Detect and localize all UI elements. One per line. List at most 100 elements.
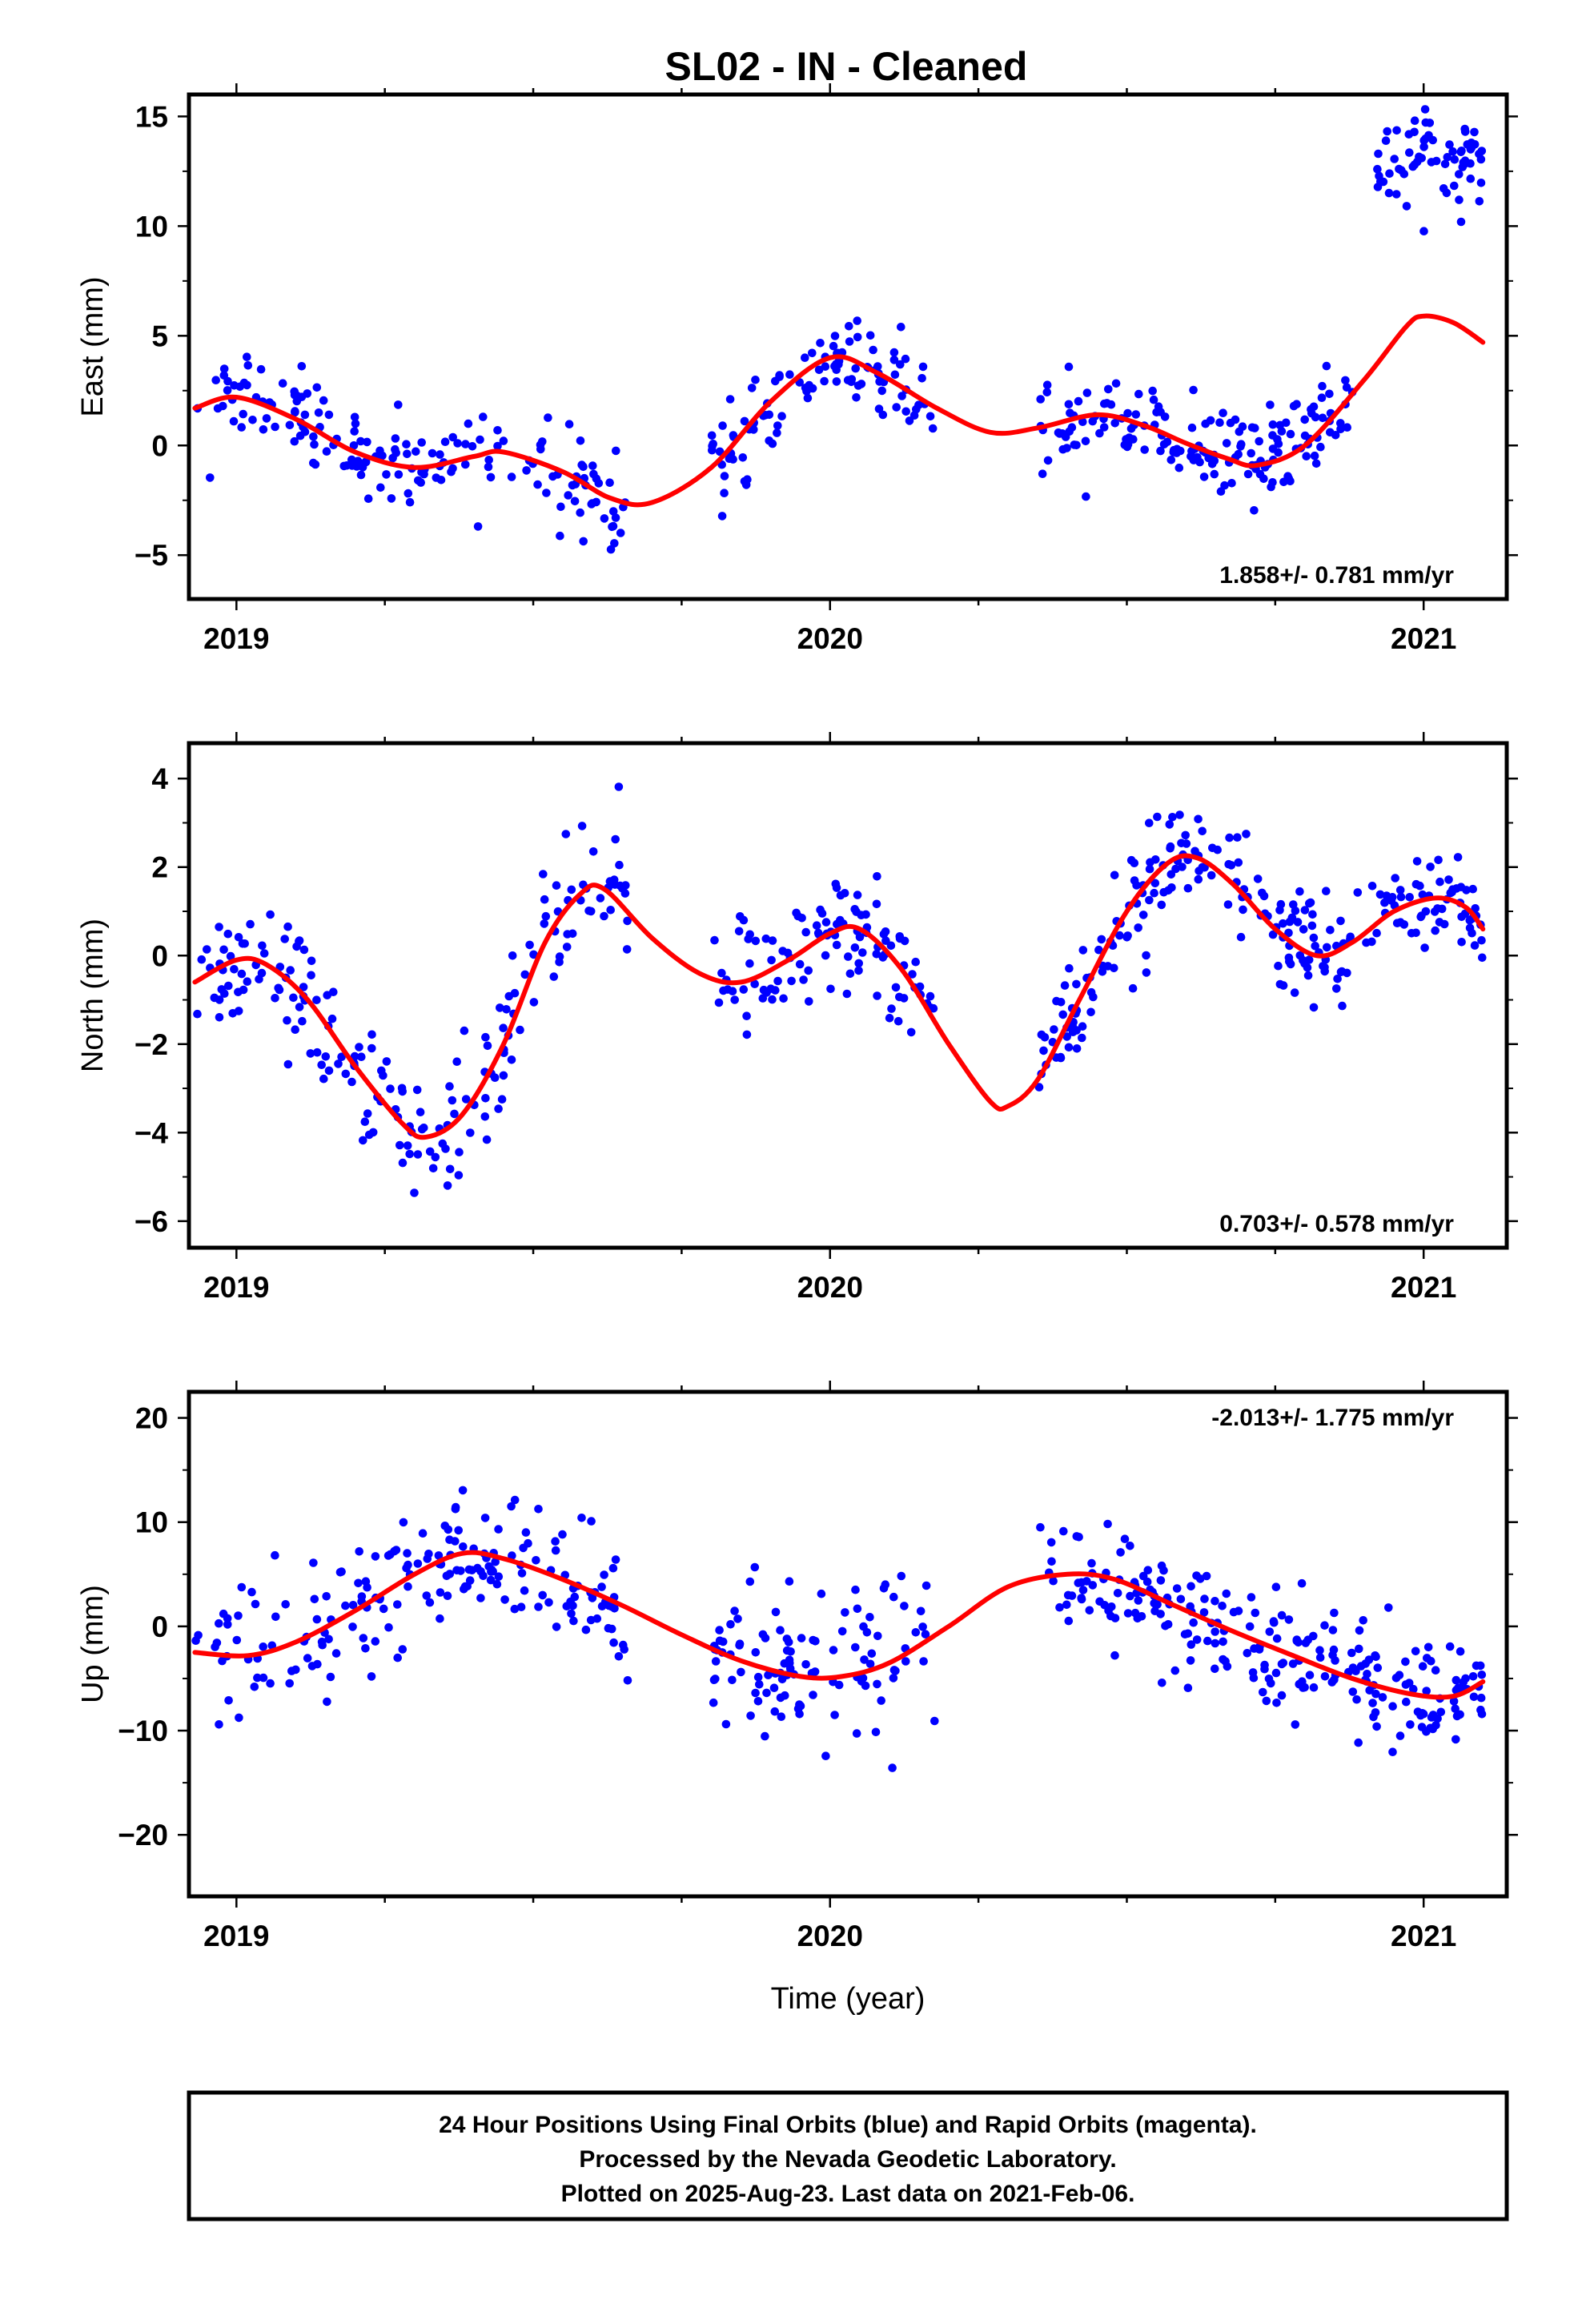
data-point [853, 316, 861, 325]
data-point [758, 1630, 768, 1639]
y-axis-title: North (mm) [76, 919, 110, 1072]
data-point [881, 936, 890, 945]
data-point [461, 440, 470, 448]
data-point [755, 1680, 764, 1689]
data-point [600, 514, 609, 523]
data-point [708, 445, 717, 455]
data-point [577, 822, 587, 830]
data-point [219, 401, 227, 411]
data-point [1274, 961, 1283, 971]
data-point [897, 323, 905, 332]
data-point [1126, 1542, 1134, 1550]
data-point [1408, 162, 1418, 171]
data-point [354, 1578, 363, 1588]
data-point [461, 1095, 471, 1104]
data-point [850, 943, 860, 952]
data-point [508, 1551, 516, 1560]
data-point [1077, 1594, 1086, 1602]
data-point [777, 412, 786, 420]
data-point [484, 462, 493, 472]
data-point [844, 952, 853, 961]
data-point [577, 1514, 586, 1522]
data-point [223, 376, 232, 386]
data-point [310, 440, 319, 449]
data-point [1227, 479, 1236, 488]
data-point [307, 956, 316, 966]
data-point [1150, 879, 1160, 888]
data-point [404, 1560, 412, 1570]
data-point [367, 1672, 376, 1681]
data-point [211, 376, 221, 385]
data-point [1427, 158, 1436, 167]
data-point [873, 1631, 882, 1641]
data-point [1174, 463, 1184, 472]
data-point [445, 1535, 454, 1544]
data-point [1317, 393, 1327, 403]
chart-panel-2: 2019 2020 2021 4 2 0 −2 −4 −6 North (mm) 0.703+/- … [76, 732, 1518, 1304]
data-point [516, 1602, 526, 1611]
data-point [398, 1158, 408, 1168]
data-point [1308, 910, 1317, 919]
data-point [1160, 412, 1170, 421]
data-point [234, 1611, 243, 1620]
data-point [215, 1013, 224, 1022]
data-point [494, 1572, 504, 1581]
data-point [592, 474, 601, 484]
data-point [1181, 830, 1190, 840]
data-point [1186, 1656, 1195, 1665]
data-point [1234, 858, 1243, 867]
data-point [1272, 1699, 1281, 1707]
data-point [386, 1550, 395, 1559]
data-point [809, 1635, 817, 1645]
data-point [1157, 900, 1166, 910]
data-point [1303, 971, 1313, 980]
data-point [271, 422, 279, 432]
data-point [1361, 1659, 1370, 1668]
data-point [1218, 1602, 1227, 1610]
data-point [1322, 361, 1331, 371]
y-tick-label: 10 [135, 210, 168, 243]
data-point [877, 1696, 885, 1705]
data-point [1270, 1618, 1279, 1627]
data-point [1258, 888, 1267, 898]
data-point [1417, 154, 1426, 163]
data-point [619, 1640, 628, 1650]
data-point [1284, 953, 1294, 963]
data-point [1131, 410, 1141, 419]
data-point [312, 995, 321, 1004]
data-point [337, 1052, 346, 1061]
chart-panel-3: 2019 2020 2021 20 10 0 −10 −20 Up (mm) Time (year… [76, 1381, 1518, 2016]
data-point [785, 1577, 794, 1586]
data-point [1134, 389, 1143, 399]
data-point [1343, 423, 1351, 432]
data-point [350, 1051, 359, 1061]
data-point [494, 1104, 503, 1113]
data-point [1404, 1679, 1414, 1687]
data-point [896, 360, 905, 369]
data-point [1468, 928, 1476, 938]
data-point [223, 1620, 232, 1629]
data-point [1100, 1601, 1109, 1610]
data-point [1348, 1687, 1358, 1696]
data-point [1150, 1606, 1159, 1615]
footer-box: 24 Hour Positions Using Final Orbits (bl… [187, 2090, 1509, 2221]
data-point [382, 1057, 391, 1066]
data-point [405, 1149, 414, 1159]
data-point [529, 998, 539, 1007]
data-point [544, 1598, 553, 1607]
data-point [1445, 1642, 1455, 1651]
data-point [1267, 482, 1275, 492]
data-point [321, 1052, 331, 1061]
data-point [1343, 968, 1351, 978]
data-point [730, 1606, 739, 1615]
data-point [1145, 818, 1154, 827]
data-point [403, 449, 412, 459]
data-point [1055, 1602, 1064, 1612]
data-point [605, 478, 614, 487]
data-point [1418, 890, 1427, 899]
data-point [821, 1751, 830, 1760]
data-point [576, 508, 584, 517]
data-point [1288, 1659, 1298, 1668]
data-point [581, 1625, 591, 1634]
data-point [1391, 1674, 1401, 1683]
